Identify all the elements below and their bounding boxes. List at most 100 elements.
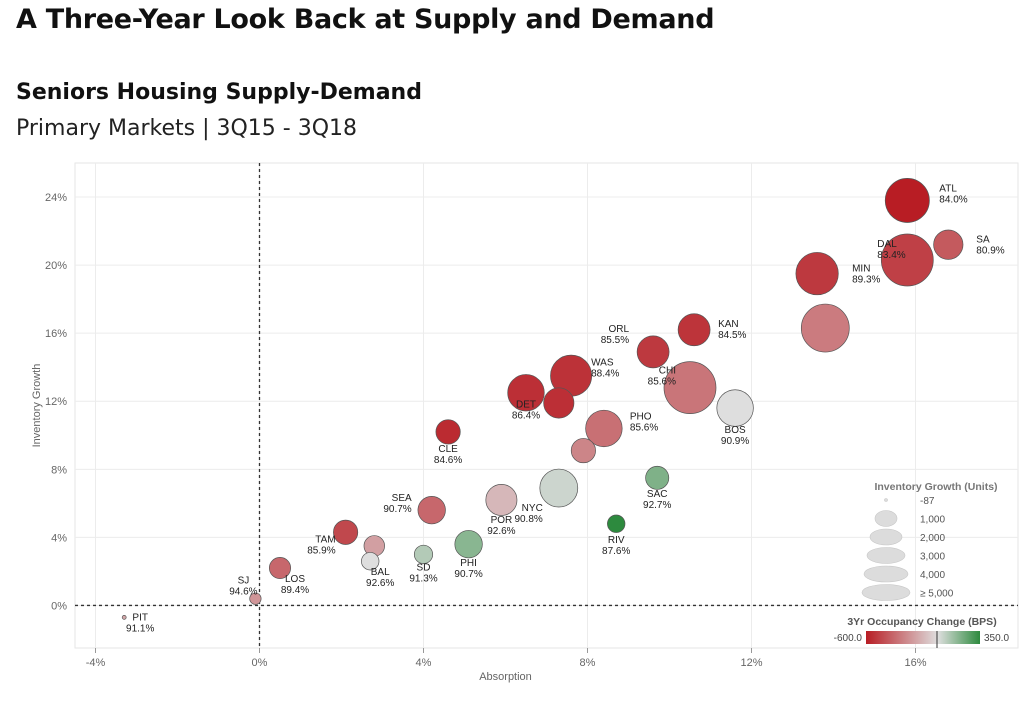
market-label: SA	[976, 235, 990, 246]
market-label: BOS	[725, 425, 746, 436]
occupancy-label: 88.4%	[591, 369, 619, 380]
color-legend-max-label: 350.0	[984, 633, 1009, 644]
occupancy-label: 87.6%	[602, 546, 630, 557]
x-axis-title: Absorption	[479, 671, 532, 683]
market-label: SJ	[238, 576, 250, 587]
bubble-phi	[454, 530, 483, 559]
y-tick-label: 16%	[45, 328, 67, 340]
market-label: PHI	[460, 558, 477, 569]
market-label: MIN	[852, 264, 870, 275]
occupancy-label: 86.4%	[512, 411, 540, 422]
market-label: DAL	[877, 239, 897, 250]
market-label: ATL	[939, 183, 957, 194]
market-label: SD	[417, 562, 431, 573]
chart-subtitle: Seniors Housing Supply-Demand	[16, 80, 422, 105]
page-title: A Three-Year Look Back at Supply and Dem…	[16, 4, 715, 35]
x-tick-label: 8%	[580, 657, 596, 669]
bubble-bos	[716, 389, 754, 427]
occupancy-label: 83.4%	[877, 250, 905, 261]
size-legend-label: ≥ 5,000	[920, 589, 954, 600]
bubble-nyc	[539, 468, 579, 508]
occupancy-label: 92.7%	[643, 500, 671, 511]
bubble-tam	[333, 519, 359, 545]
bubble-bal	[361, 552, 380, 571]
plot-area	[74, 162, 1019, 649]
size-legend-swatch	[863, 565, 909, 583]
color-legend-title: 3Yr Occupancy Change (BPS)	[847, 616, 996, 628]
y-tick-label: 0%	[51, 600, 67, 612]
occupancy-label: 92.6%	[487, 526, 515, 537]
occupancy-label: 90.7%	[383, 504, 411, 515]
size-legend-label: 1,000	[920, 515, 945, 526]
occupancy-label: 84.0%	[939, 194, 967, 205]
market-label: LOS	[285, 574, 305, 585]
bubble-chi	[663, 361, 717, 414]
occupancy-label: 80.9%	[976, 246, 1004, 257]
market-label: POR	[491, 515, 513, 526]
occupancy-label: 91.1%	[126, 623, 154, 634]
bubble-unlabeled	[570, 438, 596, 464]
bubble-dal	[880, 233, 934, 287]
market-label: CHI	[659, 366, 676, 377]
bubble-sj	[249, 592, 262, 605]
size-legend-label: 4,000	[920, 570, 945, 581]
bubble-sea	[417, 496, 446, 525]
x-tick-label: 16%	[904, 657, 926, 669]
occupancy-label: 85.5%	[601, 335, 629, 346]
x-tick-label: 4%	[416, 657, 432, 669]
market-label: BAL	[371, 567, 390, 578]
market-label: PIT	[132, 612, 148, 623]
y-tick-label: 12%	[45, 396, 67, 408]
occupancy-label: 85.9%	[307, 545, 335, 556]
x-tick-label: -4%	[86, 657, 106, 669]
size-legend-swatch	[874, 510, 898, 527]
market-label: NYC	[522, 503, 543, 514]
size-legend-label: 2,000	[920, 533, 945, 544]
occupancy-label: 90.9%	[721, 436, 749, 447]
occupancy-label: 91.3%	[409, 573, 437, 584]
occupancy-label: 85.6%	[648, 377, 676, 388]
y-tick-label: 8%	[51, 464, 67, 476]
market-label: SEA	[392, 493, 412, 504]
x-tick-label: 12%	[740, 657, 762, 669]
market-label: SAC	[647, 489, 668, 500]
bubble-los	[268, 557, 292, 580]
y-axis-title: Inventory Growth	[31, 364, 43, 448]
bubble-atl	[884, 178, 930, 223]
chart-subtitle-period: Primary Markets | 3Q15 - 3Q18	[16, 116, 358, 141]
y-tick-label: 24%	[45, 192, 67, 204]
bubble-pho	[585, 409, 623, 448]
size-legend-title: Inventory Growth (Units)	[874, 481, 997, 493]
y-tick-label: 20%	[45, 260, 67, 272]
market-label: TAM	[315, 534, 335, 545]
market-label: WAS	[591, 358, 614, 369]
occupancy-label: 89.3%	[852, 275, 880, 286]
bubble-unlabeled	[543, 387, 575, 419]
occupancy-label: 84.6%	[434, 455, 462, 466]
color-legend-gradient	[866, 631, 980, 644]
occupancy-label: 94.6%	[229, 587, 257, 598]
market-label: ORL	[609, 324, 630, 335]
market-label: DET	[516, 400, 536, 411]
size-legend-swatch	[861, 584, 911, 601]
bubble-det	[507, 374, 545, 412]
bubble-cle	[435, 419, 461, 445]
bubble-por	[485, 484, 518, 516]
occupancy-label: 84.5%	[718, 330, 746, 341]
bubble-sac	[645, 465, 670, 490]
bubble-pit	[121, 615, 127, 620]
occupancy-label: 89.4%	[281, 585, 309, 596]
market-label: CLE	[438, 444, 458, 455]
occupancy-label: 85.6%	[630, 422, 658, 433]
bubble-sa	[933, 229, 964, 260]
x-tick-label: 0%	[252, 657, 268, 669]
color-legend-min-label: -600.0	[834, 633, 863, 644]
size-legend-label: -87	[920, 496, 935, 507]
market-label: KAN	[718, 319, 739, 330]
size-legend-swatch	[884, 498, 888, 502]
occupancy-label: 92.6%	[366, 578, 394, 589]
market-label: RIV	[608, 535, 625, 546]
y-tick-label: 4%	[51, 532, 67, 544]
occupancy-label: 90.8%	[514, 514, 542, 525]
